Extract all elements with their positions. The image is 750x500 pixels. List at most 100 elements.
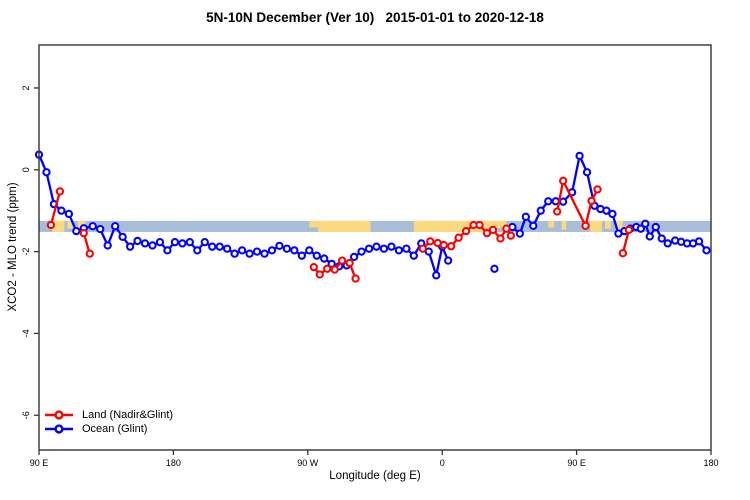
data-point-land <box>454 233 463 242</box>
map-band-land-patch <box>413 220 486 232</box>
data-point-ocean <box>379 244 389 253</box>
data-point-ocean <box>163 246 172 255</box>
legend-label-ocean: Ocean (Glint) <box>82 423 148 435</box>
data-point-ocean <box>536 206 545 215</box>
y-tick-label: -2 <box>21 248 31 256</box>
data-point-land <box>581 221 590 230</box>
data-point-ocean <box>394 246 404 255</box>
data-point-land <box>447 242 456 251</box>
data-point-ocean <box>178 239 187 248</box>
legend-row-land: Land (Nadir&Glint) <box>44 408 173 422</box>
data-point-ocean <box>645 232 654 241</box>
data-point-land <box>482 229 492 238</box>
data-point-land <box>55 187 65 196</box>
data-point-land <box>475 220 484 230</box>
x-tick-label: 90 E <box>30 458 49 468</box>
data-point-ocean <box>282 244 292 253</box>
data-point-ocean <box>357 247 366 256</box>
data-point-ocean <box>185 238 194 247</box>
map-band-land-patch <box>67 220 74 229</box>
data-point-ocean <box>125 242 135 251</box>
data-point-land <box>439 240 448 250</box>
data-point-land <box>351 274 360 283</box>
data-point-ocean <box>57 206 66 215</box>
data-point-ocean <box>702 246 711 255</box>
data-point-land <box>330 265 339 274</box>
data-point-ocean <box>521 212 530 221</box>
legend-land-marker-icon <box>45 410 73 420</box>
data-point-ocean <box>252 247 262 256</box>
data-point-ocean <box>582 168 592 177</box>
series-line-land <box>49 190 62 227</box>
data-point-ocean <box>657 234 666 243</box>
data-point-ocean <box>544 197 553 206</box>
data-point-ocean <box>290 246 299 255</box>
data-point-ocean <box>575 151 584 161</box>
series-line-ocean <box>37 153 450 277</box>
data-point-land <box>315 270 324 279</box>
data-point-ocean <box>529 221 538 230</box>
data-point-ocean <box>267 246 277 255</box>
data-point-land <box>488 225 498 235</box>
map-band-land-patch <box>52 220 65 232</box>
data-point-ocean <box>349 252 359 262</box>
data-point-land <box>624 225 634 235</box>
legend: Land (Nadir&Glint) Ocean (Glint) <box>44 408 173 436</box>
map-band-land-patch <box>604 220 611 229</box>
data-point-ocean <box>559 197 568 206</box>
map-band-land-patch <box>615 220 623 230</box>
data-point-ocean <box>372 242 381 251</box>
data-point-ocean <box>364 244 374 253</box>
data-point-ocean <box>608 209 617 219</box>
data-point-ocean <box>208 242 217 251</box>
data-point-ocean <box>409 251 418 260</box>
data-point-ocean <box>320 254 329 263</box>
y-tick-label: 2 <box>21 85 31 90</box>
x-tick-label: 0 <box>440 458 445 468</box>
map-band-land-patch <box>590 220 602 232</box>
data-point-ocean <box>402 244 411 253</box>
data-point-ocean <box>111 222 120 231</box>
data-point-land <box>461 226 471 236</box>
x-axis-label: Longitude (deg E) <box>329 470 421 482</box>
data-point-ocean <box>193 246 202 255</box>
data-point-ocean <box>148 241 157 250</box>
legend-ocean-marker-icon <box>45 424 73 434</box>
y-tick-label: 0 <box>21 167 31 172</box>
data-point-ocean <box>490 264 499 273</box>
data-point-ocean <box>245 249 254 258</box>
series-line-ocean <box>511 154 708 252</box>
chart-title: 5N-10N December (Ver 10) 2015-01-01 to 2… <box>206 10 544 25</box>
data-point-ocean <box>237 246 247 255</box>
y-tick-label: -4 <box>21 329 31 337</box>
data-point-ocean <box>432 271 441 280</box>
data-point-ocean <box>42 168 51 177</box>
data-point-ocean <box>230 249 239 258</box>
legend-label-land: Land (Nadir&Glint) <box>82 409 174 421</box>
data-point-ocean <box>260 249 269 258</box>
data-point-ocean <box>694 237 704 246</box>
x-tick-label: 180 <box>166 458 181 468</box>
data-point-land <box>593 185 602 194</box>
data-point-land <box>345 258 354 268</box>
data-point-ocean <box>200 238 209 247</box>
data-point-land <box>618 249 628 258</box>
y-axis-label: XCO2 - MLO trend (ppm) <box>7 182 19 312</box>
legend-row-ocean: Ocean (Glint) <box>44 422 173 436</box>
x-tick-label: 90 E <box>567 458 586 468</box>
data-point-ocean <box>387 242 396 251</box>
data-point-ocean <box>155 238 165 247</box>
data-point-land <box>79 229 88 238</box>
data-point-ocean <box>88 222 97 231</box>
data-point-ocean <box>515 229 525 238</box>
data-point-land <box>553 207 562 216</box>
data-point-land <box>309 262 318 272</box>
data-point-ocean <box>223 244 232 253</box>
data-point-ocean <box>118 232 127 242</box>
data-point-land <box>559 176 568 185</box>
data-point-land <box>506 231 516 240</box>
map-band-land-patch <box>548 220 555 228</box>
y-tick-label: -6 <box>21 411 31 419</box>
data-point-land <box>85 249 94 258</box>
